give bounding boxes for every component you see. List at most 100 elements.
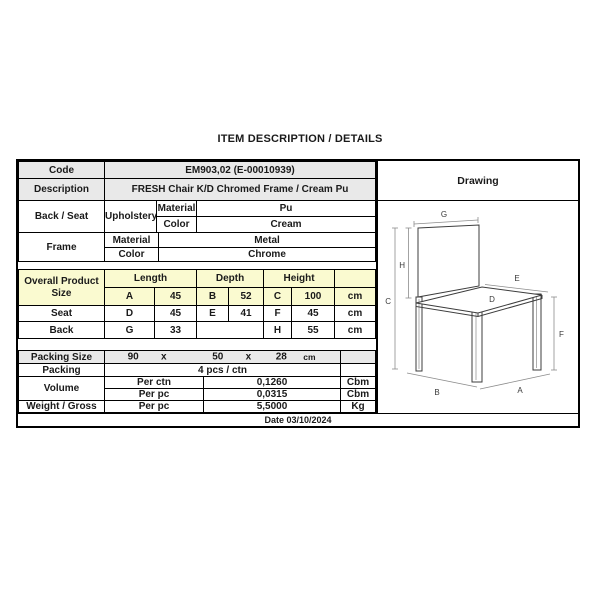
table-row: Packing 4 pcs / ctn <box>18 363 376 377</box>
packing-value: 4 pcs / ctn <box>104 363 341 377</box>
table-row: Volume Per ctn 0,1260 Cbm <box>18 376 376 401</box>
materials-table: Back / Seat Upholstery Material Pu Color… <box>18 200 376 262</box>
packing-label: Packing <box>18 363 105 377</box>
packing-sep: x <box>160 351 167 363</box>
frame-label: Frame <box>18 232 105 262</box>
dim-value-g: 33 <box>153 321 198 339</box>
frame-material-value: Metal <box>158 232 376 248</box>
height-header: Height <box>263 269 336 288</box>
dim-unit: cm <box>334 287 376 306</box>
dim-label-g: G <box>441 210 447 219</box>
seat-row-label: Seat <box>18 305 105 322</box>
description-value: FRESH Chair K/D Chromed Frame / Cream Pu <box>104 178 376 201</box>
table-row: Color Chrome <box>19 247 376 262</box>
dim-label-h: H <box>399 261 405 270</box>
back-seat-color-value: Cream <box>196 216 376 233</box>
table-row: Weight / Gross Per pc 5,5000 Kg <box>18 400 376 413</box>
dim-label-f: F <box>559 330 564 339</box>
code-value: EM903,02 (E-00010939) <box>104 161 376 179</box>
frame-material-label: Material <box>104 232 159 248</box>
dim-value-c: 100 <box>291 287 336 306</box>
dimension-labels: G H C E D F B A <box>385 210 564 397</box>
length-header: Length <box>103 269 198 288</box>
dim-value-a: 45 <box>153 287 198 306</box>
upholstery-label: Upholstery <box>104 200 157 233</box>
table-row: Code EM903,02 (E-00010939) <box>18 161 376 179</box>
packing-sep: x <box>245 351 252 363</box>
volume-per-ctn-value: 0,1260 <box>203 376 341 389</box>
dim-value-b: 52 <box>228 287 265 306</box>
item-spec-sheet: Code EM903,02 (E-00010939) Description F… <box>16 159 580 428</box>
spacer-row <box>18 262 376 269</box>
chair-backrest <box>417 224 480 298</box>
dim-key-b: B <box>196 287 230 306</box>
weight-gross-label: Weight / Gross <box>18 400 105 413</box>
volume-per-pc-unit: Cbm <box>340 388 376 401</box>
table-row: Description FRESH Chair K/D Chromed Fram… <box>18 178 376 201</box>
table-row: Back G 33 H 55 cm <box>18 321 376 339</box>
table-row: Overall Product Size Length Depth Height <box>18 269 376 306</box>
drawing-header: Drawing <box>378 161 578 201</box>
date-row: Date 03/10/2024 <box>18 413 578 426</box>
weight-unit: Kg <box>340 400 376 413</box>
overall-product-size-label: Overall Product Size <box>18 269 105 306</box>
back-seat-material-value: Pu <box>196 200 376 217</box>
table-row: Seat D 45 E 41 F 45 cm <box>18 305 376 322</box>
empty-cell <box>340 350 376 364</box>
packing-size-label: Packing Size <box>18 350 105 364</box>
dim-key-c: C <box>263 287 293 306</box>
volume-label: Volume <box>18 376 105 401</box>
table-row: A 45 B 52 C 100 cm <box>19 287 376 306</box>
dim-value-d: 45 <box>153 305 198 322</box>
dim-label-b: B <box>434 388 439 397</box>
frame-color-value: Chrome <box>158 247 376 262</box>
code-description-table: Code EM903,02 (E-00010939) Description F… <box>18 161 376 201</box>
dimensions-table: Overall Product Size Length Depth Height… <box>18 269 376 339</box>
dim-unit: cm <box>334 321 376 339</box>
chair-seat <box>415 286 543 318</box>
dim-label-a: A <box>517 386 523 395</box>
per-ctn-label: Per ctn <box>104 376 204 389</box>
volume-per-ctn-unit: Cbm <box>340 376 376 389</box>
packing-unit: cm <box>303 352 316 362</box>
empty-cell <box>340 363 376 377</box>
packing-size-value: 90 x 50 x 28 cm <box>104 350 341 364</box>
frame-color-label: Color <box>104 247 159 262</box>
per-pc-label: Per pc <box>104 388 204 401</box>
dimension-lines <box>392 217 557 390</box>
dim-key-d: D <box>104 305 155 322</box>
dim-value-f: 45 <box>291 305 336 322</box>
spec-table-section: Code EM903,02 (E-00010939) Description F… <box>18 161 378 413</box>
material-label: Material <box>155 200 198 217</box>
code-label: Code <box>18 161 105 179</box>
drawing-section: Drawing <box>378 161 578 413</box>
back-row-label: Back <box>18 321 105 339</box>
weight-value: 5,5000 <box>203 400 341 413</box>
empty-dim-cell <box>196 321 265 339</box>
back-seat-label: Back / Seat <box>18 200 105 233</box>
dim-value-e: 41 <box>228 305 265 322</box>
packing-height: 28 <box>275 351 287 363</box>
dim-label-e: E <box>514 274 519 283</box>
table-row: Per pc 0,0315 Cbm <box>19 388 376 401</box>
dim-key-g: G <box>104 321 155 339</box>
sheet-body: Code EM903,02 (E-00010939) Description F… <box>18 161 578 413</box>
drawing-area: G H C E D F B A <box>378 201 578 411</box>
dim-key-a: A <box>104 287 155 306</box>
color-label: Color <box>155 216 198 233</box>
table-row: Frame Material Metal <box>18 232 376 262</box>
page-title: ITEM DESCRIPTION / DETAILS <box>217 133 383 145</box>
overall-product-size-line2: Size <box>51 287 72 299</box>
table-row: Back / Seat Upholstery Material Pu <box>18 200 376 233</box>
weight-per-pc-label: Per pc <box>104 400 204 413</box>
dim-label-c: C <box>385 297 391 306</box>
depth-header: Depth <box>196 269 265 288</box>
dim-label-d: D <box>489 295 495 304</box>
dim-key-e: E <box>196 305 230 322</box>
table-row: Packing Size 90 x 50 x 28 cm <box>18 350 376 364</box>
packing-width: 90 <box>127 351 139 363</box>
chair-technical-drawing: G H C E D F B A <box>385 210 564 397</box>
packing-dimensions: 90 x 50 x 28 cm <box>106 351 340 363</box>
dim-key-f: F <box>263 305 293 322</box>
spacer-row <box>18 339 376 350</box>
